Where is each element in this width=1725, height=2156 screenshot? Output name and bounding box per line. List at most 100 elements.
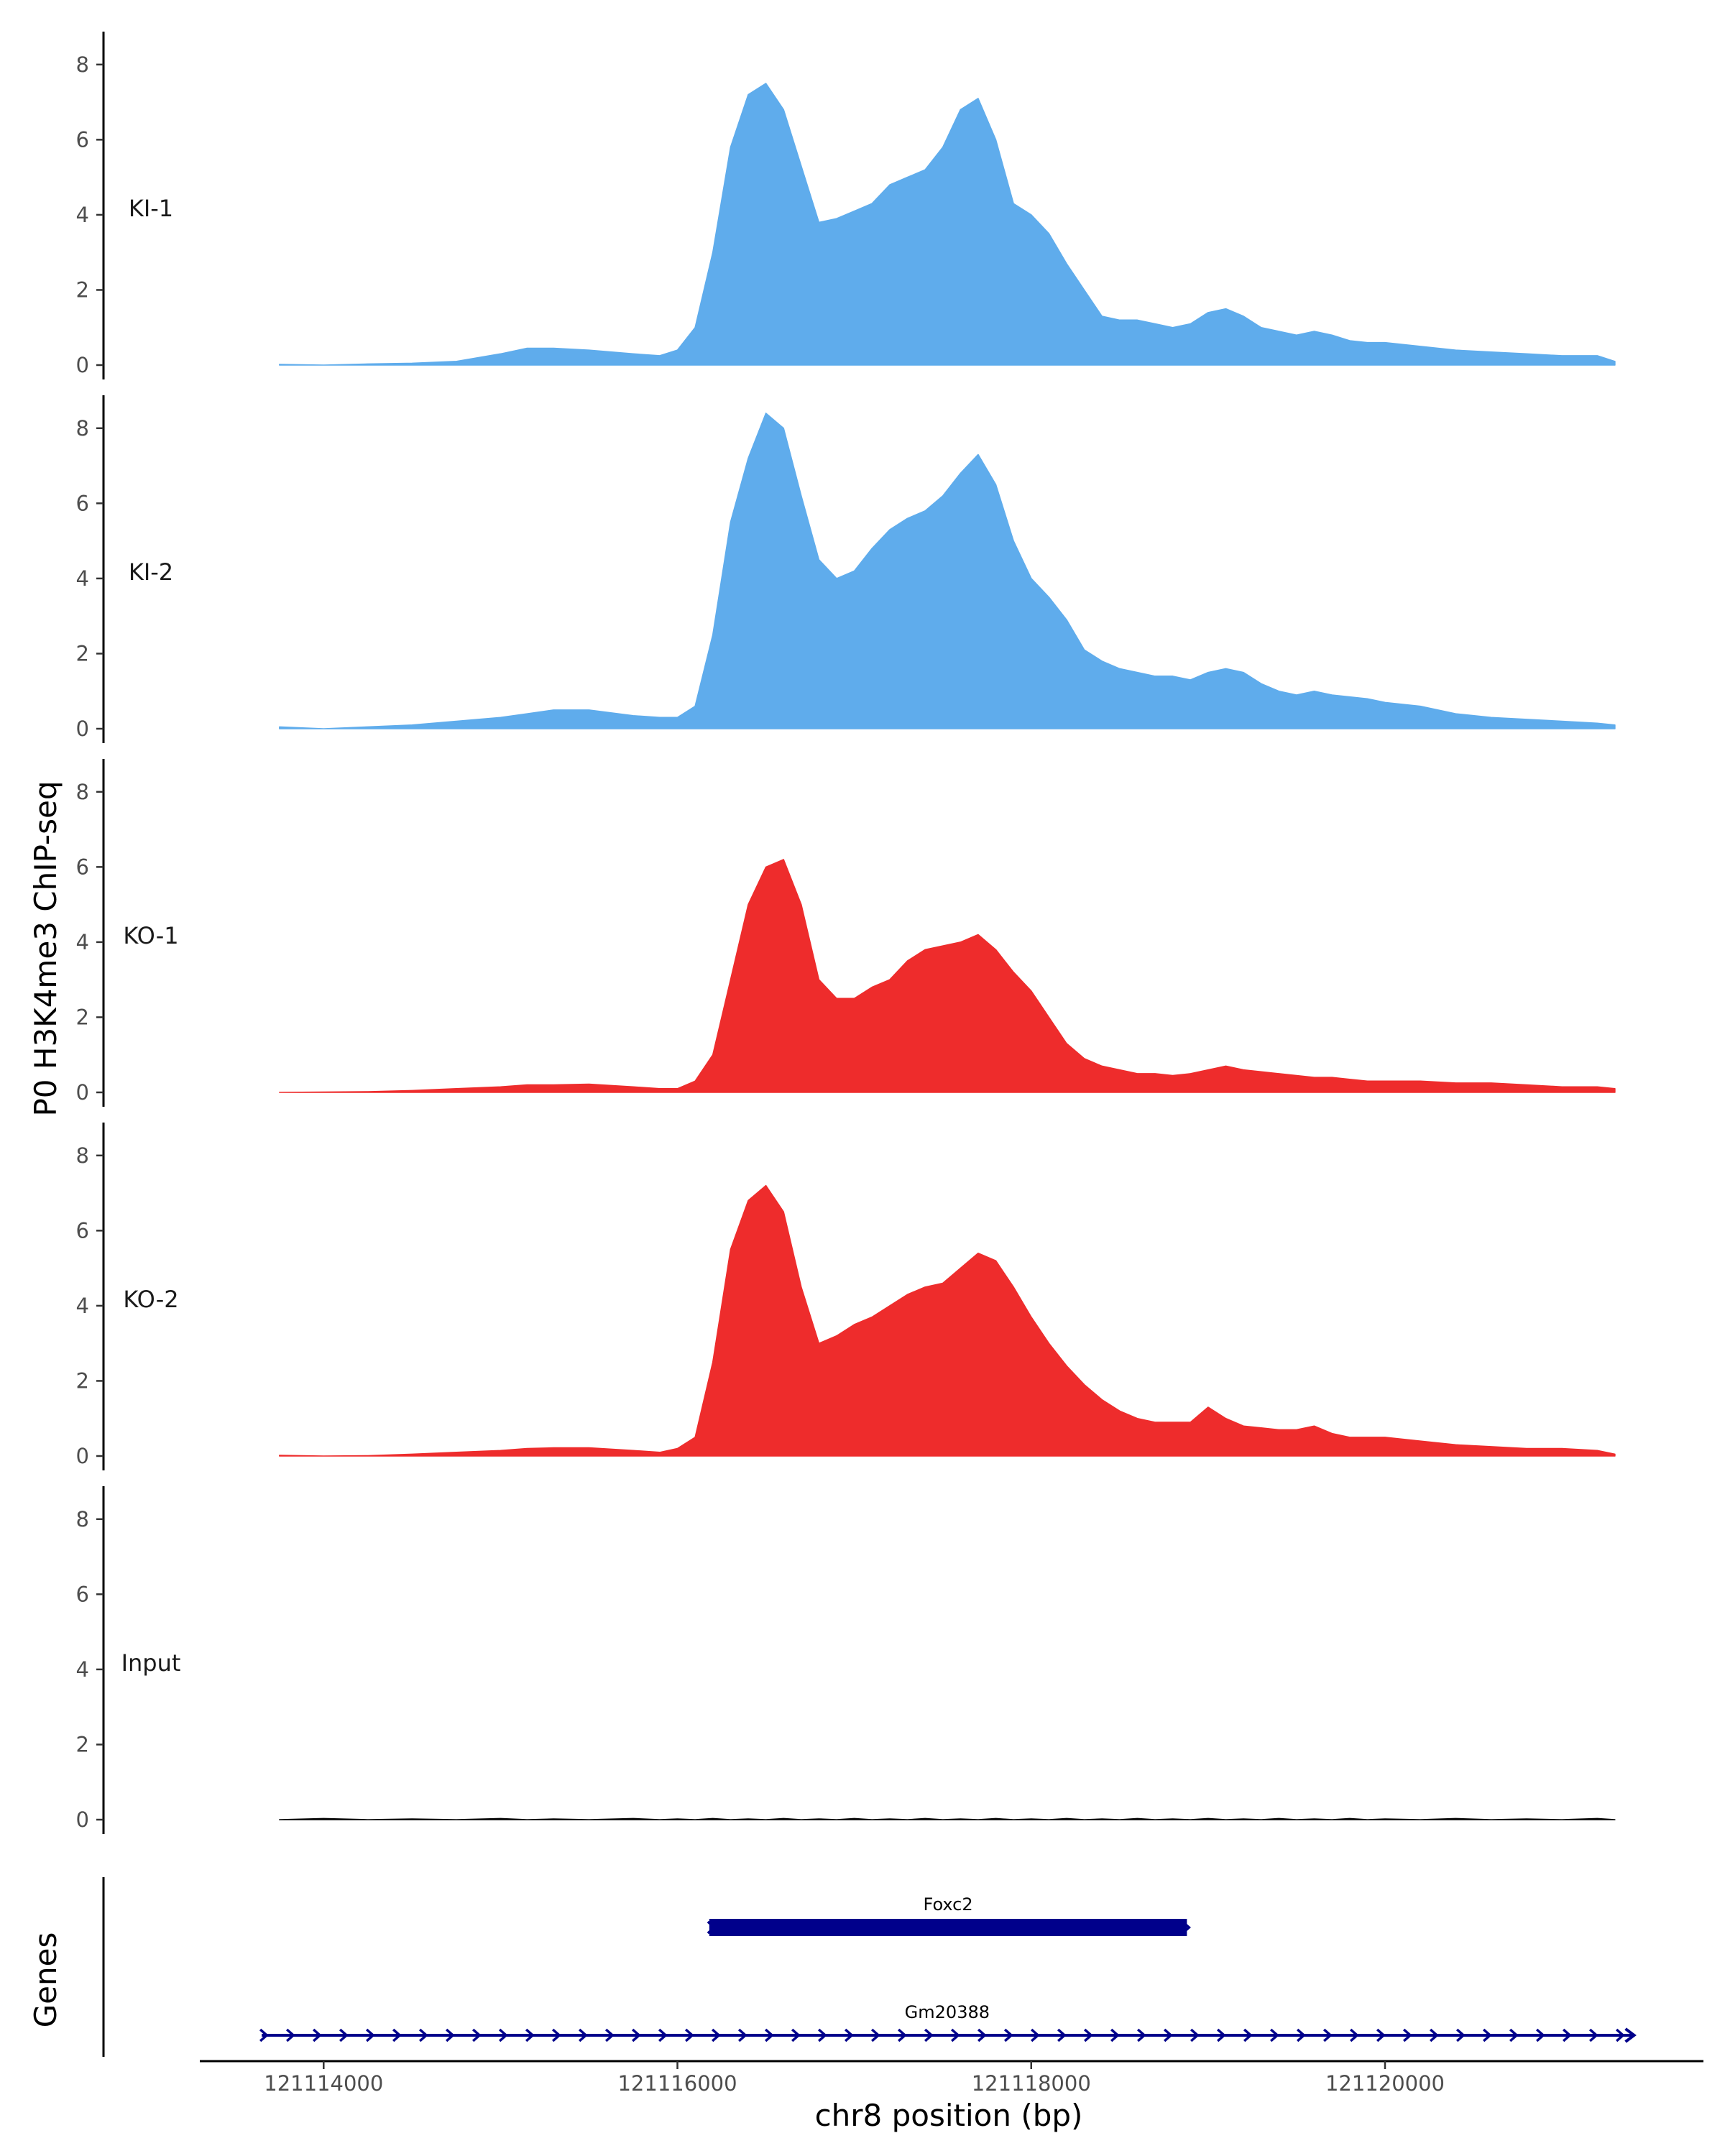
strand-arrow [711,2028,721,2042]
x-axis: 121114000 121116000 121118000 121120000 [200,2060,1703,2096]
x-tick-label: 121118000 [972,2071,1091,2096]
area-ki-1 [279,83,1616,366]
y-tick-label: 0 [76,1080,89,1105]
strand-arrow [578,2028,588,2042]
gene-track: Foxc2 Gm20388 [102,1877,1637,2057]
gene-body [709,1919,1187,1936]
strand-arrow [1182,1920,1191,1935]
strand-arrow [1243,2028,1253,2042]
gene-gm20388: Gm20388 [259,2002,1637,2043]
y-tick-label: 6 [76,1582,89,1606]
strand-arrow [1030,2028,1040,2042]
track-label: KI-1 [129,195,173,222]
y-tick-label: 6 [76,491,89,515]
gene-label: Foxc2 [924,1894,973,1915]
strand-arrow [658,2028,668,2042]
strand-arrow [1136,2028,1146,2042]
strand-arrow [1429,2028,1439,2042]
y-tick-label: 8 [76,1507,89,1531]
strand-arrow [1482,2028,1492,2042]
strand-arrow [684,2028,694,2042]
track-panel-input: 0 2 4 6 8 Input [76,1486,1616,1834]
strand-arrow [472,2028,482,2042]
y-tick-label: 2 [76,641,89,665]
track-panel-ko-2: 0 2 4 6 8 KO-2 [76,1123,1616,1470]
y-tick-label: 2 [76,277,89,302]
area-ko-2 [279,1184,1616,1457]
strand-arrow [1003,2028,1013,2042]
strand-arrow [525,2028,535,2042]
y-tick-label: 4 [76,1657,89,1682]
track-panel-ko-1: 0 2 4 6 8 KO-1 [76,759,1616,1107]
area-ki-2 [279,413,1616,729]
y-tick-label: 8 [76,780,89,804]
strand-arrow [924,2028,934,2042]
strand-arrow [604,2028,615,2042]
strand-arrow [1083,2028,1093,2042]
track-panel-ki-1: 0 2 4 6 8 KI-1 [76,32,1616,379]
strand-arrow [737,2028,748,2042]
strand-arrow [1535,2028,1545,2042]
strand-arrow [631,2028,641,2042]
y-tick-label: 2 [76,1005,89,1029]
y-tick-label: 4 [76,1294,89,1318]
strand-arrow [1588,2028,1598,2042]
y-tick-label: 0 [76,353,89,377]
strand-arrow [285,2028,295,2042]
track-label: KO-1 [123,922,178,949]
strand-arrow [312,2028,322,2042]
y-tick-label: 2 [76,1368,89,1393]
y-tick-label: 2 [76,1732,89,1756]
strand-arrow [1190,2028,1200,2042]
y-tick-label: 8 [76,416,89,441]
gene-foxc2: Foxc2 [707,1894,1191,1936]
x-axis-title: chr8 position (bp) [815,2098,1083,2133]
y-tick-label: 6 [76,127,89,152]
strand-arrow [897,2028,907,2042]
y-tick-label: 6 [76,1218,89,1243]
strand-arrow [418,2028,428,2042]
track-label: KI-2 [129,558,173,586]
track-panels: 0 2 4 6 8 KI-1 0 2 4 6 8 KI-2 0 2 4 6 8 KO-1 0 2 4 6 8 KO-2 0 2 4 6… [76,32,1616,1834]
track-label: Input [121,1649,181,1677]
y-tick-label: 4 [76,203,89,227]
strand-arrow [1615,2028,1625,2042]
strand-arrow [259,2028,269,2042]
strand-arrow [1349,2028,1359,2042]
x-tick-label: 121120000 [1325,2071,1445,2096]
strand-arrow [1110,2028,1120,2042]
y-tick-label: 0 [76,1444,89,1468]
strand-arrow [1296,2028,1306,2042]
strand-arrow [1163,2028,1173,2042]
strand-arrow [870,2028,880,2042]
area-input [279,1818,1616,1820]
strand-arrow [707,1920,717,1935]
strand-arrow [1322,2028,1333,2042]
strand-arrow [551,2028,561,2042]
x-tick-label: 121116000 [617,2071,737,2096]
strand-arrow [392,2028,402,2042]
strand-arrow [844,2028,854,2042]
y-tick-label: 6 [76,854,89,879]
strand-arrow [817,2028,827,2042]
y-tick-label: 4 [76,930,89,954]
strand-arrow [498,2028,508,2042]
genes-axis-title: Genes [28,1932,63,2028]
strand-arrow [950,2028,960,2042]
strand-arrow [764,2028,774,2042]
strand-arrow [445,2028,455,2042]
y-tick-label: 0 [76,717,89,741]
strand-arrow [365,2028,375,2042]
y-tick-label: 4 [76,566,89,591]
strand-arrow [791,2028,801,2042]
strand-arrow [1376,2028,1386,2042]
strand-arrow [1216,2028,1226,2042]
y-axis-title: P0 H3K4me3 ChIP-seq [28,780,63,1116]
strand-arrow [339,2028,349,2042]
strand-arrow [1624,2027,1637,2043]
x-tick-label: 121114000 [264,2071,383,2096]
gene-label: Gm20388 [905,2002,990,2022]
area-ko-1 [279,859,1616,1093]
strand-arrow [1269,2028,1279,2042]
